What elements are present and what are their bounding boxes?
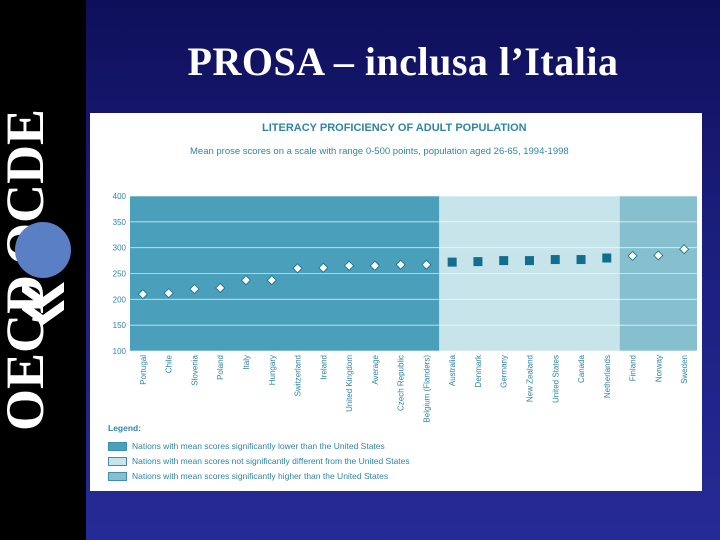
x-tick-label: Sweden — [680, 355, 689, 384]
legend-swatch-high — [108, 471, 127, 481]
y-tick-label: 100 — [113, 347, 127, 356]
y-tick-label: 150 — [113, 321, 127, 330]
data-point — [602, 253, 612, 263]
logo-chevron-icon-2 — [22, 300, 64, 325]
x-tick-label: Chile — [165, 354, 174, 373]
x-tick-label: Poland — [216, 355, 225, 380]
data-point — [292, 263, 303, 274]
data-point — [421, 259, 432, 270]
chart-panel: LITERACY PROFICIENCY OF ADULT POPULATION… — [90, 113, 702, 491]
y-tick-label: 350 — [113, 218, 127, 227]
data-point — [215, 282, 226, 294]
legend-label-similar: Nations with mean scores not significant… — [132, 456, 410, 466]
x-tick-label: Ireland — [319, 355, 328, 379]
data-point — [369, 260, 380, 271]
legend-item-similar: Nations with mean scores not significant… — [108, 456, 410, 466]
oecd-logo: OCDE OECD — [0, 109, 71, 431]
data-point — [473, 257, 483, 267]
x-tick-label: Finland — [629, 355, 638, 381]
data-point — [189, 283, 200, 295]
y-tick-label: 250 — [113, 270, 127, 279]
x-tick-label: Hungary — [268, 355, 277, 385]
data-point — [447, 257, 457, 267]
scatter-chart: 100 150 200 250 300 350 400 Portugal Chile Sloven… — [113, 192, 697, 423]
x-tick-label: Czech Republic — [397, 355, 406, 411]
data-point — [679, 244, 690, 255]
x-tick-label: Denmark — [474, 354, 483, 387]
x-tick-label: Belgium (Flanders) — [422, 355, 431, 423]
legend-label-low: Nations with mean scores significantly l… — [132, 441, 385, 451]
data-point — [550, 255, 560, 265]
logo-chevron-icon — [22, 282, 64, 307]
x-tick-label: Italy — [242, 355, 251, 370]
data-point — [524, 256, 534, 266]
legend-swatch-low — [108, 441, 127, 451]
data-point — [137, 289, 148, 300]
y-tick-label: 400 — [113, 192, 127, 201]
data-point — [240, 275, 252, 286]
chart-subtitle: Mean prose scores on a scale with range … — [190, 146, 569, 157]
x-tick-label: United States — [551, 355, 560, 403]
x-tick-label: Australia — [448, 354, 457, 386]
x-tick-label: Netherlands — [603, 355, 612, 398]
y-tick-label: 200 — [113, 295, 127, 304]
x-tick-label: Slovenia — [190, 354, 199, 385]
legend-item-high: Nations with mean scores significantly h… — [108, 471, 388, 481]
legend-title: Legend: — [108, 423, 142, 433]
data-point — [163, 288, 174, 299]
x-tick-label: Norway — [654, 355, 663, 382]
x-tick-label: Switzerland — [294, 355, 303, 396]
data-point — [344, 260, 355, 271]
x-tick-label: Germany — [500, 355, 509, 388]
data-point — [318, 262, 329, 273]
legend-label-high: Nations with mean scores significantly h… — [132, 471, 389, 481]
data-point — [266, 275, 277, 286]
data-point — [627, 250, 638, 261]
x-tick-label: New Zealand — [525, 355, 534, 402]
data-point — [499, 256, 509, 266]
x-tick-label: Portugal — [139, 355, 148, 385]
data-point — [653, 250, 664, 261]
legend-item-low: Nations with mean scores significantly l… — [108, 441, 385, 451]
data-point — [395, 259, 406, 270]
x-tick-label: Average — [371, 354, 380, 384]
data-point — [576, 255, 586, 265]
chart-title: LITERACY PROFICIENCY OF ADULT POPULATION — [262, 122, 527, 134]
slide-title: PROSA – inclusa l’Italia — [187, 39, 619, 84]
y-tick-label: 300 — [113, 244, 127, 253]
x-tick-label: United Kingdom — [345, 355, 354, 412]
x-tick-label: Canada — [577, 354, 586, 383]
legend-swatch-similar — [108, 456, 127, 466]
logo-circle-icon — [15, 222, 71, 278]
